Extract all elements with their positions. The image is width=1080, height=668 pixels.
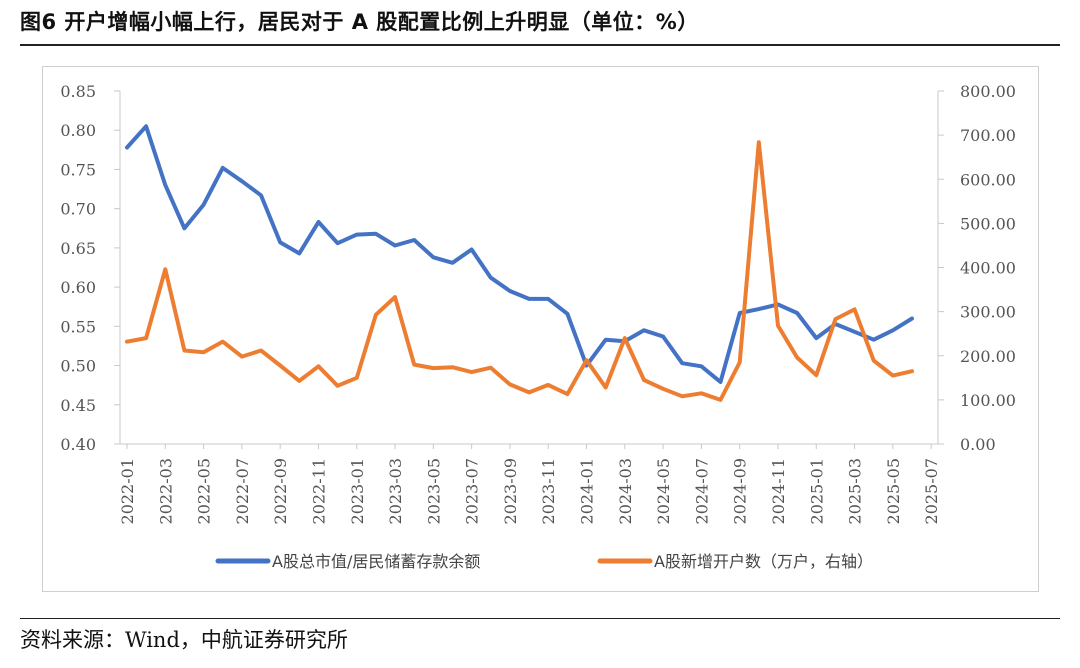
left-axis-tick-label: 0.50: [60, 357, 96, 376]
x-axis-tick-label: 2023-09: [501, 458, 520, 524]
legend-label: A股新增开户数（万户，右轴）: [654, 552, 873, 571]
left-axis-tick-label: 0.75: [60, 160, 96, 179]
series-line-new-accounts: [125, 140, 914, 402]
right-axis-tick-label: 500.00: [960, 214, 1016, 233]
title-rule: [20, 44, 1060, 46]
x-axis-tick-label: 2024-09: [731, 458, 750, 524]
left-axis-tick-label: 0.65: [60, 239, 96, 258]
x-axis-tick-label: 2022-09: [271, 458, 290, 524]
right-axis-tick-label: 600.00: [960, 170, 1016, 189]
right-axis-tick-label: 100.00: [960, 391, 1016, 410]
figure-title: 图6 开户增幅小幅上行，居民对于 A 股配置比例上升明显（单位：%）: [20, 10, 699, 34]
right-axis-tick-label: 800.00: [960, 82, 1016, 101]
left-axis-tick-label: 0.55: [60, 317, 96, 336]
x-axis-tick-label: 2023-11: [539, 458, 558, 524]
left-axis-tick-label: 0.40: [60, 435, 96, 454]
x-axis-tick-label: 2024-11: [769, 458, 788, 524]
x-axis-tick-label: 2025-03: [846, 458, 865, 524]
left-axis-tick-label: 0.45: [60, 396, 96, 415]
x-axis-tick-label: 2025-07: [922, 458, 941, 524]
x-axis-tick-label: 2022-01: [118, 458, 137, 524]
x-axis-tick-label: 2024-01: [578, 458, 597, 524]
x-axis-tick-label: 2024-07: [692, 458, 711, 524]
series-line-market-cap-ratio: [125, 124, 914, 384]
source-rule: [20, 618, 1060, 619]
left-axis-tick-label: 0.70: [60, 200, 96, 219]
x-axis-tick-label: 2024-03: [616, 458, 635, 524]
x-axis-tick-label: 2023-05: [424, 458, 443, 524]
right-axis-tick-label: 700.00: [960, 126, 1016, 145]
x-axis-tick-label: 2022-11: [309, 458, 328, 524]
chart-frame: [42, 66, 1039, 592]
x-axis-tick-label: 2025-01: [807, 458, 826, 524]
left-axis-tick-label: 0.80: [60, 121, 96, 140]
right-axis-tick-label: 0.00: [960, 435, 996, 454]
source-note: 资料来源：Wind，中航证券研究所: [20, 628, 348, 652]
x-axis-tick-label: 2023-01: [348, 458, 367, 524]
x-axis-tick-label: 2022-03: [156, 458, 175, 524]
legend-label: A股总市值/居民储蓄存款余额: [272, 552, 480, 571]
left-axis-tick-label: 0.85: [60, 82, 96, 101]
x-axis-tick-label: 2022-05: [195, 458, 214, 524]
right-axis-tick-label: 300.00: [960, 303, 1016, 322]
x-axis-tick-label: 2024-05: [654, 458, 673, 524]
x-axis-tick-label: 2023-07: [463, 458, 482, 524]
x-axis-tick-label: 2025-05: [884, 458, 903, 524]
right-axis-tick-label: 200.00: [960, 347, 1016, 366]
left-axis-tick-label: 0.60: [60, 278, 96, 297]
x-axis-tick-label: 2023-03: [386, 458, 405, 524]
x-axis-tick-label: 2022-07: [233, 458, 252, 524]
right-axis-tick-label: 400.00: [960, 259, 1016, 278]
